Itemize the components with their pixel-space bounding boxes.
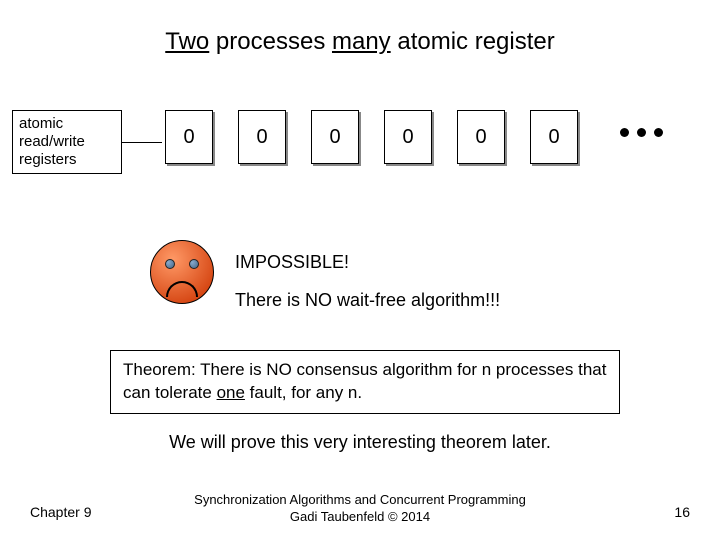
dot-icon [654, 128, 663, 137]
register-cell: 0 [311, 110, 359, 164]
register-cell: 0 [384, 110, 432, 164]
slide-title: Two processes many atomic register [0, 28, 720, 56]
frown-icon [166, 281, 198, 297]
later-text: We will prove this very interesting theo… [0, 432, 720, 453]
title-word-1: Two [165, 28, 209, 55]
theorem-underlined: one [217, 383, 245, 402]
eye-icon [165, 259, 175, 269]
footer-line2: Gadi Taubenfeld © 2014 [290, 509, 430, 524]
callout-line [122, 142, 162, 143]
title-word-3: many [332, 28, 391, 55]
theorem-prefix: Theorem: There is NO consensus algorithm… [123, 360, 606, 402]
theorem-suffix: fault, for any n. [245, 383, 362, 402]
impossible-text: IMPOSSIBLE! [235, 252, 349, 273]
title-word-2: processes [209, 28, 332, 55]
no-waitfree-text: There is NO wait-free algorithm!!! [235, 290, 500, 311]
theorem-box: Theorem: There is NO consensus algorithm… [110, 350, 620, 414]
register-cell: 0 [530, 110, 578, 164]
register-cell: 0 [238, 110, 286, 164]
dot-icon [620, 128, 629, 137]
registers-row: 0 0 0 0 0 0 [165, 110, 578, 164]
register-cell: 0 [457, 110, 505, 164]
dot-icon [637, 128, 646, 137]
register-cell: 0 [165, 110, 213, 164]
sad-face-icon [150, 240, 214, 304]
registers-label: atomic read/write registers [12, 110, 122, 174]
footer-line1: Synchronization Algorithms and Concurren… [194, 492, 526, 507]
footer-credits: Synchronization Algorithms and Concurren… [0, 492, 720, 526]
ellipsis-icon [620, 128, 663, 137]
eye-icon [189, 259, 199, 269]
footer-page-number: 16 [674, 504, 690, 520]
title-word-4: atomic register [391, 28, 555, 55]
